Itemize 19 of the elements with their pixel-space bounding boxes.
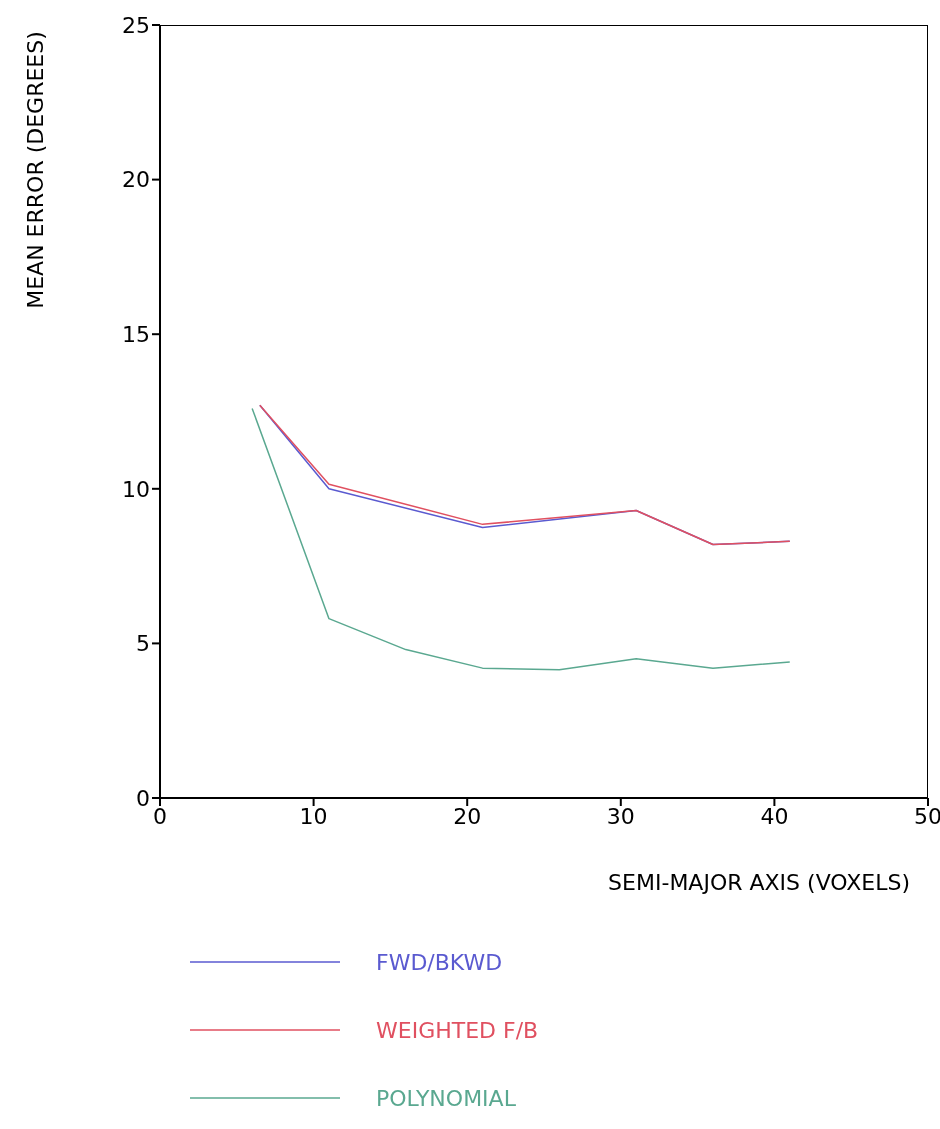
y-tick-label: 10 [122,476,150,502]
x-tick-label: 30 [606,803,635,829]
line-series [259,404,791,546]
y-axis-title: MEAN ERROR (DEGREES) [22,31,48,309]
text: POLYNOMIAL [376,1085,516,1111]
text: FWD/BKWD [376,949,503,975]
x-tick-label: 10 [299,803,328,829]
y-tick-label: 20 [122,167,150,193]
line-series [251,407,791,671]
x-tick-label: 0 [153,803,167,829]
x-axis-title: SEMI-MAJOR AXIS (VOXELS) [608,870,910,895]
y-tick-label: 15 [122,322,150,348]
x-tick-label: 40 [760,803,789,829]
x-tick-label: 50 [914,803,940,829]
y-tick-label: 5 [136,631,150,657]
y-tick-label: 25 [122,12,150,38]
text: WEIGHTED F/B [376,1017,539,1043]
x-tick-label: 20 [453,803,482,829]
y-tick-label: 0 [136,785,150,811]
